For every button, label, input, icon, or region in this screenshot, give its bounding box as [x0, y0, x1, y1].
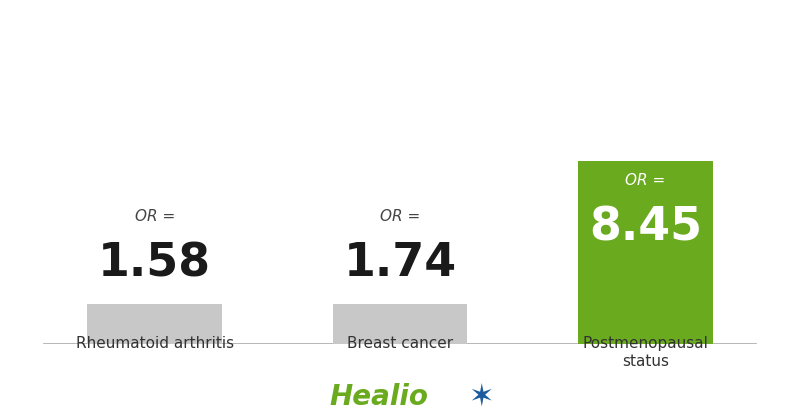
Text: 8.45: 8.45	[589, 205, 702, 250]
Text: Breast cancer: Breast cancer	[347, 336, 453, 352]
Text: ✶: ✶	[468, 382, 494, 412]
Text: OR =: OR =	[626, 173, 666, 189]
Bar	[578, 161, 713, 344]
Text: Rheumatoid arthritis: Rheumatoid arthritis	[76, 336, 234, 352]
Text: 1.74: 1.74	[343, 241, 457, 286]
Text: 1.58: 1.58	[98, 241, 211, 286]
Text: OR =: OR =	[380, 209, 420, 224]
Bar	[333, 304, 467, 344]
Text: Postmenopausal
status: Postmenopausal status	[582, 336, 708, 369]
Text: Healio: Healio	[330, 383, 428, 411]
Text: OR =: OR =	[134, 209, 174, 224]
Text: Cirrhotic patients with dual X-ray absorptiometry: Cirrhotic patients with dual X-ray absor…	[102, 29, 698, 49]
Bar	[87, 304, 222, 344]
Text: scan orders had a higher incidence of:: scan orders had a higher incidence of:	[168, 70, 632, 90]
